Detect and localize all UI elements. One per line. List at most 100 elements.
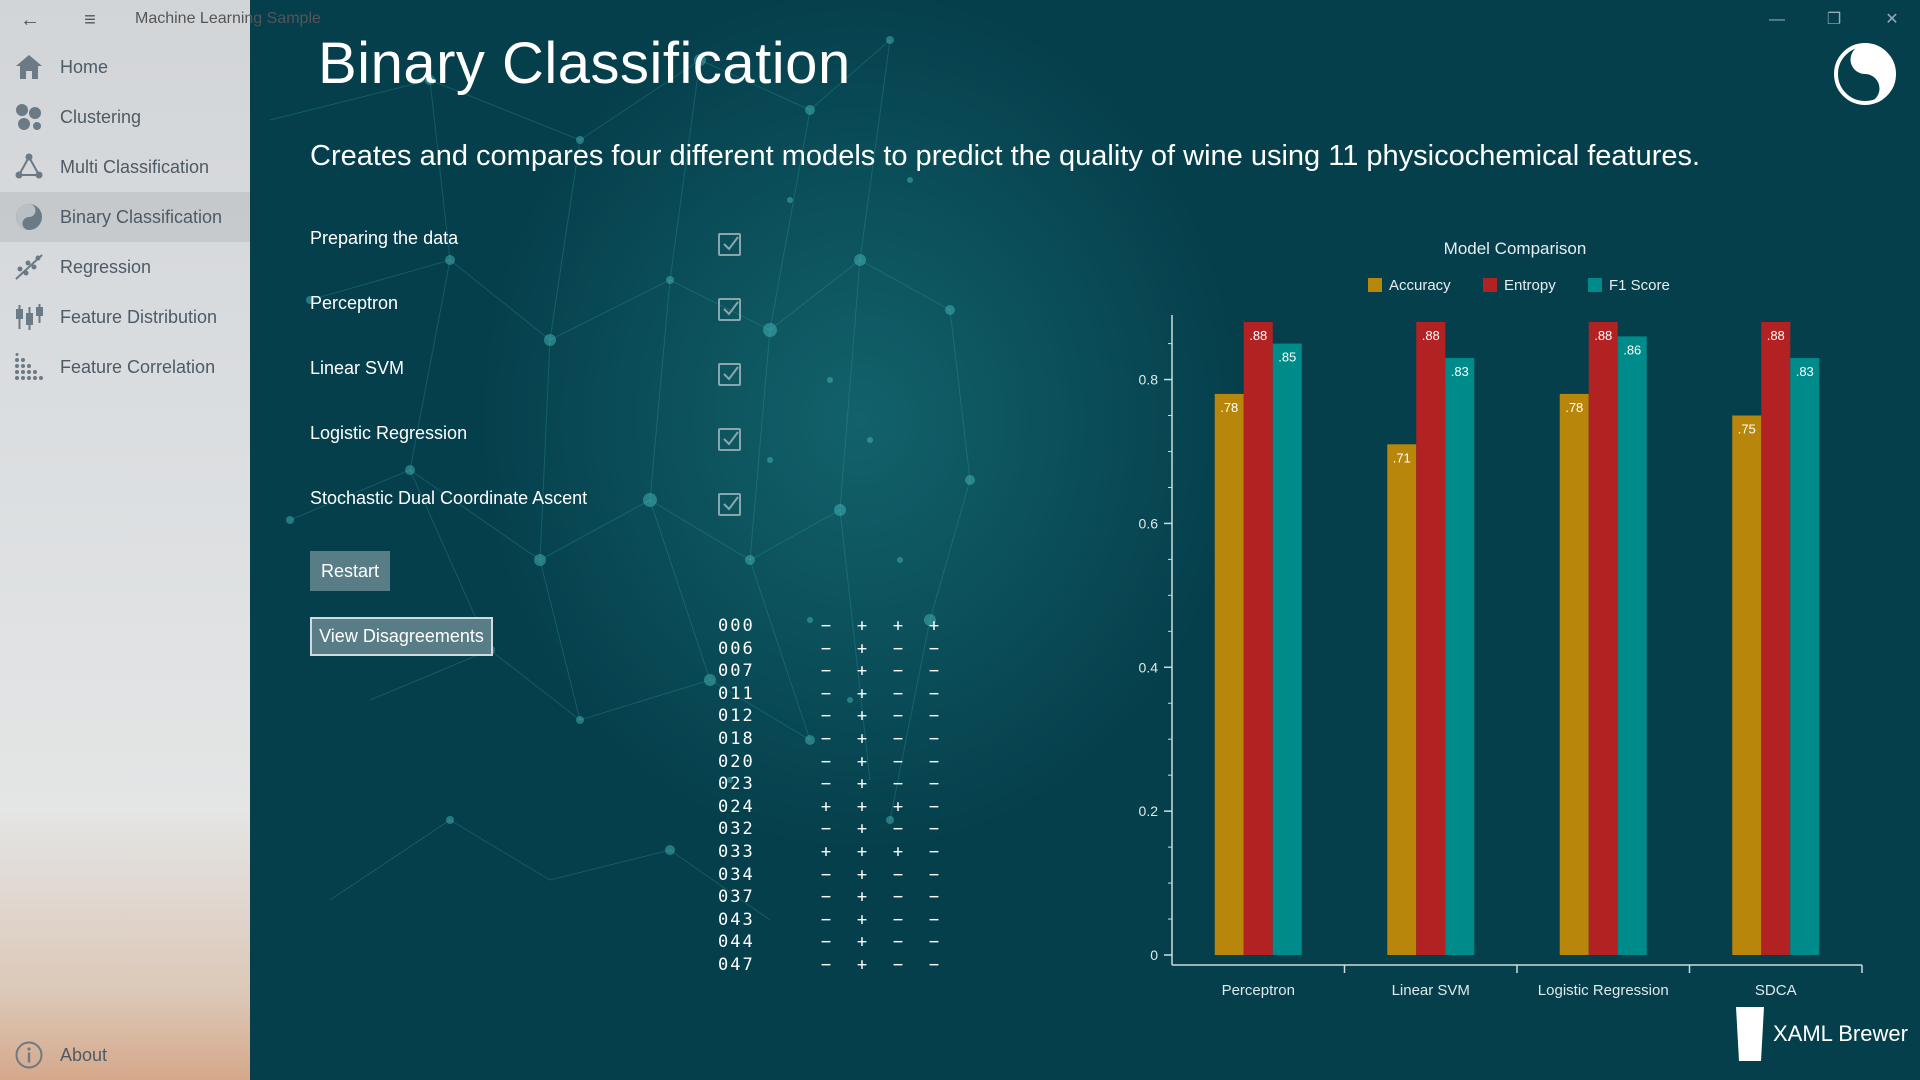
disagreement-id: 018 [718,728,755,749]
sidebar-item-clustering[interactable]: Clustering [0,92,250,142]
step-checkbox-sdca[interactable] [718,493,741,516]
step-checkbox-preparing-data[interactable] [718,233,741,256]
disagreement-sign: − [928,932,940,953]
close-icon[interactable]: ✕ [1885,11,1899,28]
bar [1214,393,1244,955]
disagreement-sign: − [820,706,832,727]
bar [1588,322,1618,955]
disagreement-sign: − [820,932,832,953]
disagreement-sign: − [892,954,904,975]
disagreement-id: 012 [718,706,755,727]
disagreement-sign: − [820,864,832,885]
step-checkbox-logistic-regression[interactable] [718,428,741,451]
bar-data-label: .86 [1623,342,1641,357]
regression-icon [14,252,44,282]
legend-swatch [1368,278,1382,292]
disagreement-sign: − [928,728,940,749]
disagreement-sign: − [892,683,904,704]
disagreement-row: 034 − + − − [718,865,952,888]
disagreement-sign: − [820,616,832,636]
x-tick-label: Linear SVM [1392,982,1470,999]
sidebar-item-regression[interactable]: Regression [0,242,250,292]
legend-label: Entropy [1504,277,1556,294]
clustering-icon [14,102,44,132]
sidebar-item-multi-classification[interactable]: Multi Classification [0,142,250,192]
background-network-graphic [269,0,1240,921]
disagreement-sign: − [892,774,904,795]
disagreement-sign: − [928,661,940,682]
disagreement-sign: − [820,909,832,930]
sidebar-item-label: Regression [60,256,152,277]
disagreement-sign: − [928,841,940,862]
beer-glass-icon [1736,1007,1764,1061]
step-checkbox-perceptron[interactable] [718,298,741,321]
disagreement-id: 007 [718,661,755,682]
disagreement-sign: + [820,841,832,862]
sidebar-item-about[interactable]: About [0,1030,250,1080]
disagreement-row: 023 − + − − [718,774,952,797]
restart-button[interactable]: Restart [310,551,390,591]
x-tick-label: SDCA [1755,982,1797,999]
disagreement-sign: + [820,796,832,817]
page-title: Binary Classification [318,31,851,96]
disagreement-row: 047 − + − − [718,955,952,978]
disagreement-sign: − [820,751,832,772]
disagreement-sign: − [892,909,904,930]
disagreement-sign: + [856,683,868,704]
bar-data-label: .78 [1220,400,1238,415]
view-disagreements-button[interactable]: View Disagreements [310,617,493,656]
disagreement-sign: + [856,796,868,817]
disagreement-sign: + [856,661,868,682]
disagreement-sign: − [892,819,904,840]
disagreement-sign: − [928,751,940,772]
bar [1416,322,1446,955]
disagreement-sign: − [892,864,904,885]
bar-data-label: .88 [1767,328,1785,343]
disagreement-sign: − [928,819,940,840]
bar [1732,415,1762,955]
y-tick-label: 0.2 [1139,803,1159,819]
disagreement-sign: + [928,616,940,636]
home-icon [14,52,44,82]
step-checkbox-linear-svm[interactable] [718,363,741,386]
disagreement-row: 006 − + − − [718,639,952,662]
chart-axes: 0 0.2 0.4 0.6 0.8 Perceptron Linear SVM Logisti… [1139,315,1863,999]
hamburger-menu-icon[interactable]: ≡ [84,9,96,31]
disagreement-sign: − [928,909,940,930]
sidebar-item-feature-distribution[interactable]: Feature Distribution [0,292,250,342]
disagreement-sign: − [820,774,832,795]
sidebar-item-label: Clustering [60,106,142,127]
minimize-icon[interactable]: — [1769,11,1785,28]
disagreement-sign: + [856,616,868,636]
back-arrow-icon[interactable]: ← [20,9,40,31]
bar-data-label: .75 [1738,422,1756,437]
disagreement-sign: + [856,751,868,772]
bar [1272,343,1302,955]
disagreement-id: 020 [718,751,755,772]
sidebar-item-binary-classification[interactable]: Binary Classification [0,192,250,242]
disagreement-row: 037 − + − − [718,887,952,910]
disagreement-sign: − [820,819,832,840]
info-icon [14,1040,44,1070]
binary-classification-icon [14,202,44,232]
disagreement-sign: − [928,887,940,908]
sidebar-item-home[interactable]: Home [0,42,250,92]
sidebar-item-label: Home [60,56,109,77]
disagreement-sign: − [820,954,832,975]
sidebar-item-label: Binary Classification [60,206,223,227]
sidebar-item-feature-correlation[interactable]: Feature Correlation [0,342,250,392]
bar [1761,322,1791,955]
disagreement-sign: − [820,661,832,682]
disagreement-row: 044 − + − − [718,932,952,955]
chart-title: Model Comparison [1444,239,1587,258]
disagreement-row: 011 − + − − [718,684,952,707]
restore-icon[interactable]: ❐ [1826,11,1842,28]
disagreement-id: 047 [718,954,755,975]
bar [1559,393,1589,955]
legend-swatch [1483,278,1497,292]
bar [1445,357,1475,955]
disagreement-sign: − [928,683,940,704]
bar [1617,336,1647,955]
titlebar-left: ← ≡ [0,0,330,40]
step-label-sdca: Stochastic Dual Coordinate Ascent [310,488,588,508]
